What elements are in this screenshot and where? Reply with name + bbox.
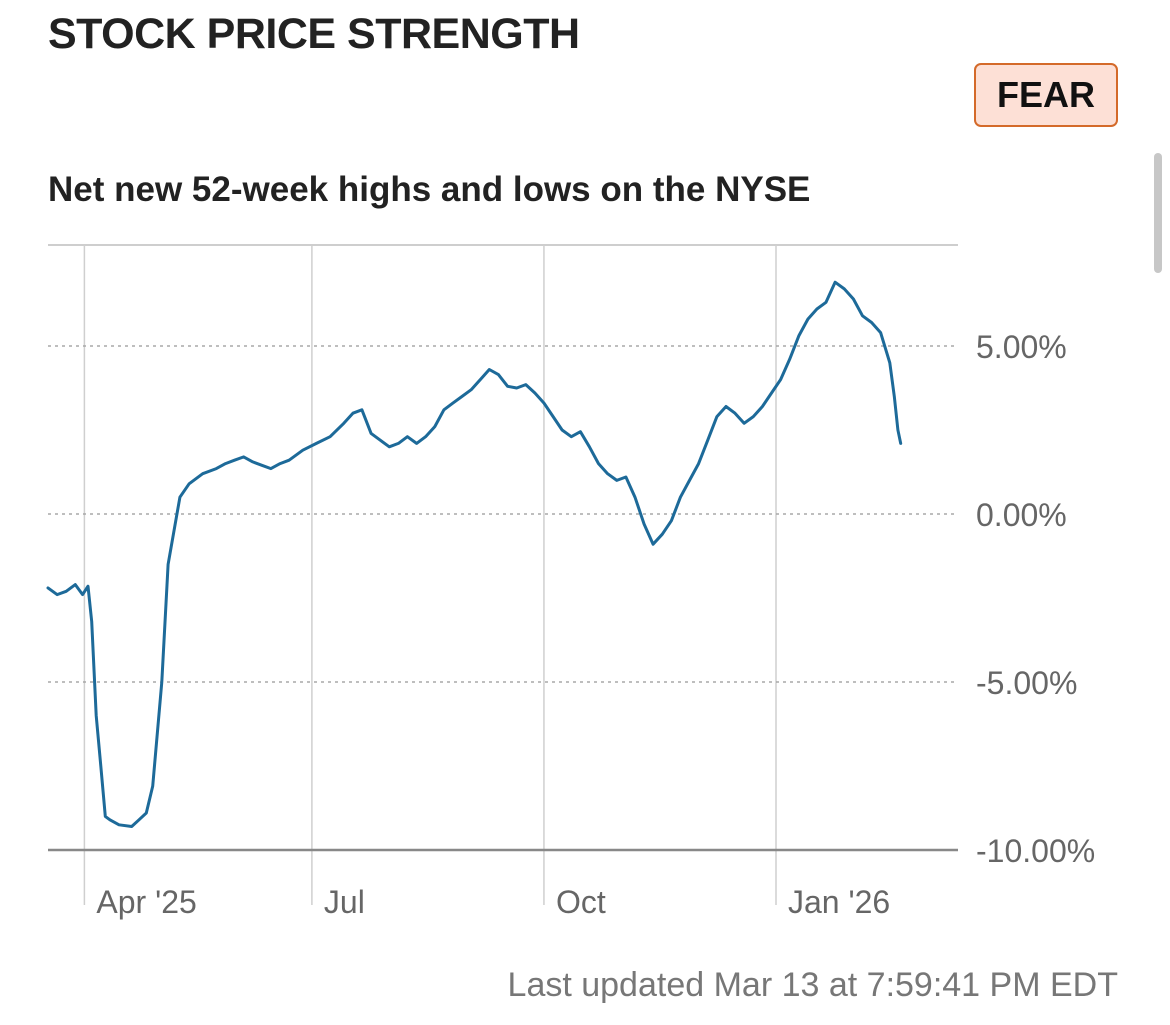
x-tick-label: Jan '26 xyxy=(788,884,890,920)
series-line xyxy=(46,280,903,828)
last-updated-text: Last updated Mar 13 at 7:59:41 PM EDT xyxy=(507,966,1118,1004)
x-tick-label: Apr '25 xyxy=(96,884,196,920)
y-tick-label: -5.00% xyxy=(976,665,1077,701)
chart-title: STOCK PRICE STRENGTH xyxy=(48,10,580,58)
fear-badge: FEAR xyxy=(974,63,1118,127)
scrollbar[interactable] xyxy=(1154,153,1162,273)
y-tick-label: 0.00% xyxy=(976,497,1067,533)
y-tick-label: -10.00% xyxy=(976,833,1095,869)
y-tick-label: 5.00% xyxy=(976,329,1067,365)
line-chart: Apr '25 Jul Oct Jan '26 5.00% 0.00% -5.00% -10.… xyxy=(46,244,1095,920)
x-tick-label: Oct xyxy=(556,884,606,920)
x-tick-label: Jul xyxy=(324,884,365,920)
chart-subtitle: Net new 52-week highs and lows on the NY… xyxy=(48,170,811,209)
